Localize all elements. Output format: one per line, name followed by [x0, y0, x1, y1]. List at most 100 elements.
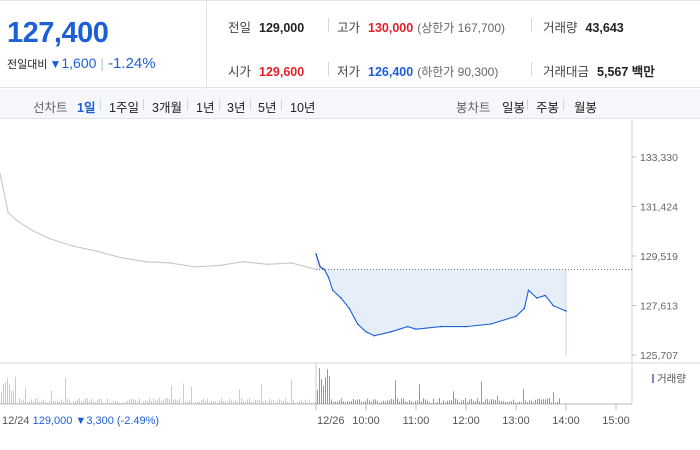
change-separator: | — [100, 55, 105, 71]
volume-bar — [225, 401, 226, 404]
volume-bar — [325, 377, 326, 404]
volume-bar — [223, 400, 224, 404]
volume-bar — [137, 401, 138, 404]
stat-label: 거래량 — [543, 21, 578, 35]
period-1d[interactable]: 1일 — [77, 101, 96, 115]
period-3m[interactable]: 3개월 — [152, 101, 182, 115]
volume-bar — [339, 400, 340, 404]
chart-period-bar: 선차트 1일 1주일 3개월 1년 3년 5년 10년 봉차트 일봉 주봉 월봉 — [0, 89, 700, 119]
volume-bar — [243, 400, 244, 404]
x-tick-label: 15:00 — [602, 415, 630, 427]
volume-bar — [165, 398, 166, 404]
period-1y[interactable]: 1년 — [196, 101, 215, 115]
volume-bar — [121, 402, 122, 404]
volume-bar — [483, 401, 484, 404]
volume-bar — [513, 399, 514, 404]
candle-weekly[interactable]: 주봉 — [536, 101, 560, 115]
data-point — [120, 256, 123, 259]
candle-monthly[interactable]: 월봉 — [574, 101, 598, 115]
data-point — [348, 307, 351, 310]
volume-bar — [135, 399, 136, 404]
volume-bar — [437, 402, 438, 404]
prev-day-pct: (-2.49%) — [117, 415, 159, 427]
volume-bar — [533, 402, 534, 404]
volume-bar — [231, 400, 232, 404]
volume-bar — [429, 402, 430, 404]
volume-bar — [549, 397, 550, 404]
volume-bar — [373, 399, 374, 404]
volume-bar — [381, 401, 382, 404]
series-layer — [0, 172, 567, 355]
volume-bar — [143, 401, 144, 404]
volume-bar — [405, 401, 406, 404]
volume-bar — [259, 400, 260, 404]
volume-bar — [515, 402, 516, 404]
volume-bar — [353, 398, 354, 404]
volume-bar — [47, 402, 48, 404]
volume-bar — [465, 398, 466, 404]
volume-bar — [159, 398, 160, 404]
period-5y[interactable]: 5년 — [258, 101, 277, 115]
volume-bar — [283, 400, 284, 404]
volume-bar — [103, 402, 104, 404]
period-3y[interactable]: 3년 — [227, 101, 246, 115]
volume-bar — [411, 401, 412, 404]
volume-bar — [401, 398, 402, 404]
volume-bar — [399, 401, 400, 404]
volume-bar — [449, 400, 450, 404]
volume-bar — [321, 379, 322, 404]
data-point — [15, 219, 18, 221]
volume-bar — [409, 400, 410, 404]
stat-label: 고가 — [337, 21, 361, 35]
y-tick-label: 131,424 — [640, 202, 678, 214]
volume-bar — [185, 402, 186, 404]
volume-bar — [91, 399, 92, 404]
volume-bar — [63, 401, 64, 404]
volume-bar — [365, 400, 366, 404]
volume-bar — [27, 401, 28, 404]
volume-bar — [349, 401, 350, 404]
stat-low: 저가 126,400 (하한가 90,300) — [337, 61, 498, 79]
volume-bar — [163, 399, 164, 404]
divider — [527, 99, 528, 110]
volume-bar — [511, 401, 512, 404]
volume-bar — [471, 399, 472, 404]
volume-bar — [281, 400, 282, 404]
volume-bar — [125, 402, 126, 404]
volume-bars — [1, 368, 560, 404]
period-1w[interactable]: 1주일 — [109, 101, 139, 115]
volume-bar — [425, 399, 426, 404]
price-chart[interactable]: 133,330 131,424 129,519 127,613 125,707 12/2… — [0, 120, 700, 450]
volume-bar — [193, 402, 194, 404]
data-point — [373, 334, 376, 337]
volume-bar — [29, 401, 30, 404]
volume-bar — [439, 398, 440, 404]
volume-bar — [499, 400, 500, 404]
period-10y[interactable]: 10년 — [290, 101, 316, 115]
prev-day-date: 12/24 — [2, 415, 30, 427]
data-point — [7, 211, 9, 214]
volume-bar — [197, 401, 198, 404]
volume-bar — [537, 399, 538, 404]
volume-bar — [355, 400, 356, 404]
volume-bar — [345, 402, 346, 404]
upper-limit: (상한가 167,700) — [417, 21, 506, 35]
volume-bar — [427, 401, 428, 404]
volume-bar — [261, 384, 262, 404]
volume-bar — [495, 400, 496, 404]
candle-daily[interactable]: 일봉 — [502, 101, 526, 115]
volume-bar — [289, 402, 290, 404]
volume-bar — [105, 402, 106, 404]
data-point — [340, 297, 342, 299]
volume-bar — [319, 368, 320, 404]
volume-bar — [277, 401, 278, 404]
data-point — [193, 266, 196, 268]
volume-bar — [461, 400, 462, 404]
volume-bar — [391, 399, 392, 404]
volume-bar — [497, 395, 498, 404]
volume-bar — [553, 392, 554, 404]
volume-bar — [431, 402, 432, 404]
volume-bar — [275, 402, 276, 404]
data-point — [266, 263, 269, 266]
volume-bar — [529, 400, 530, 404]
